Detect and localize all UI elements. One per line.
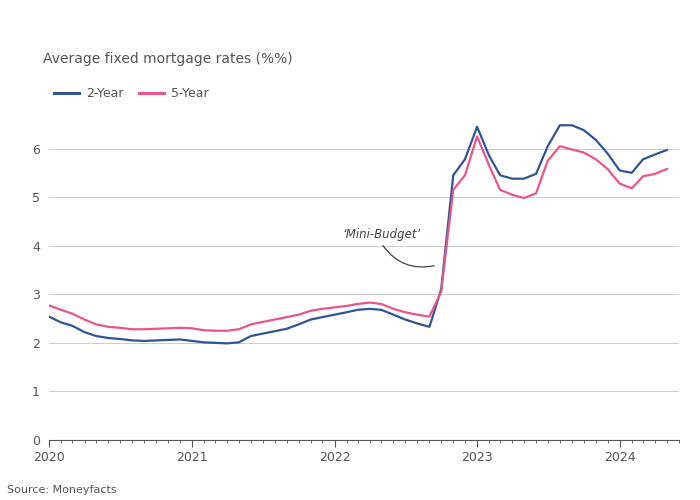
Legend: 2-Year, 5-Year: 2-Year, 5-Year [49,82,214,106]
Text: Source: Moneyfacts: Source: Moneyfacts [7,485,117,495]
Text: ‘Mini-Budget’: ‘Mini-Budget’ [342,228,421,241]
Text: Average fixed mortgage rates (%%): Average fixed mortgage rates (%%) [43,52,293,66]
